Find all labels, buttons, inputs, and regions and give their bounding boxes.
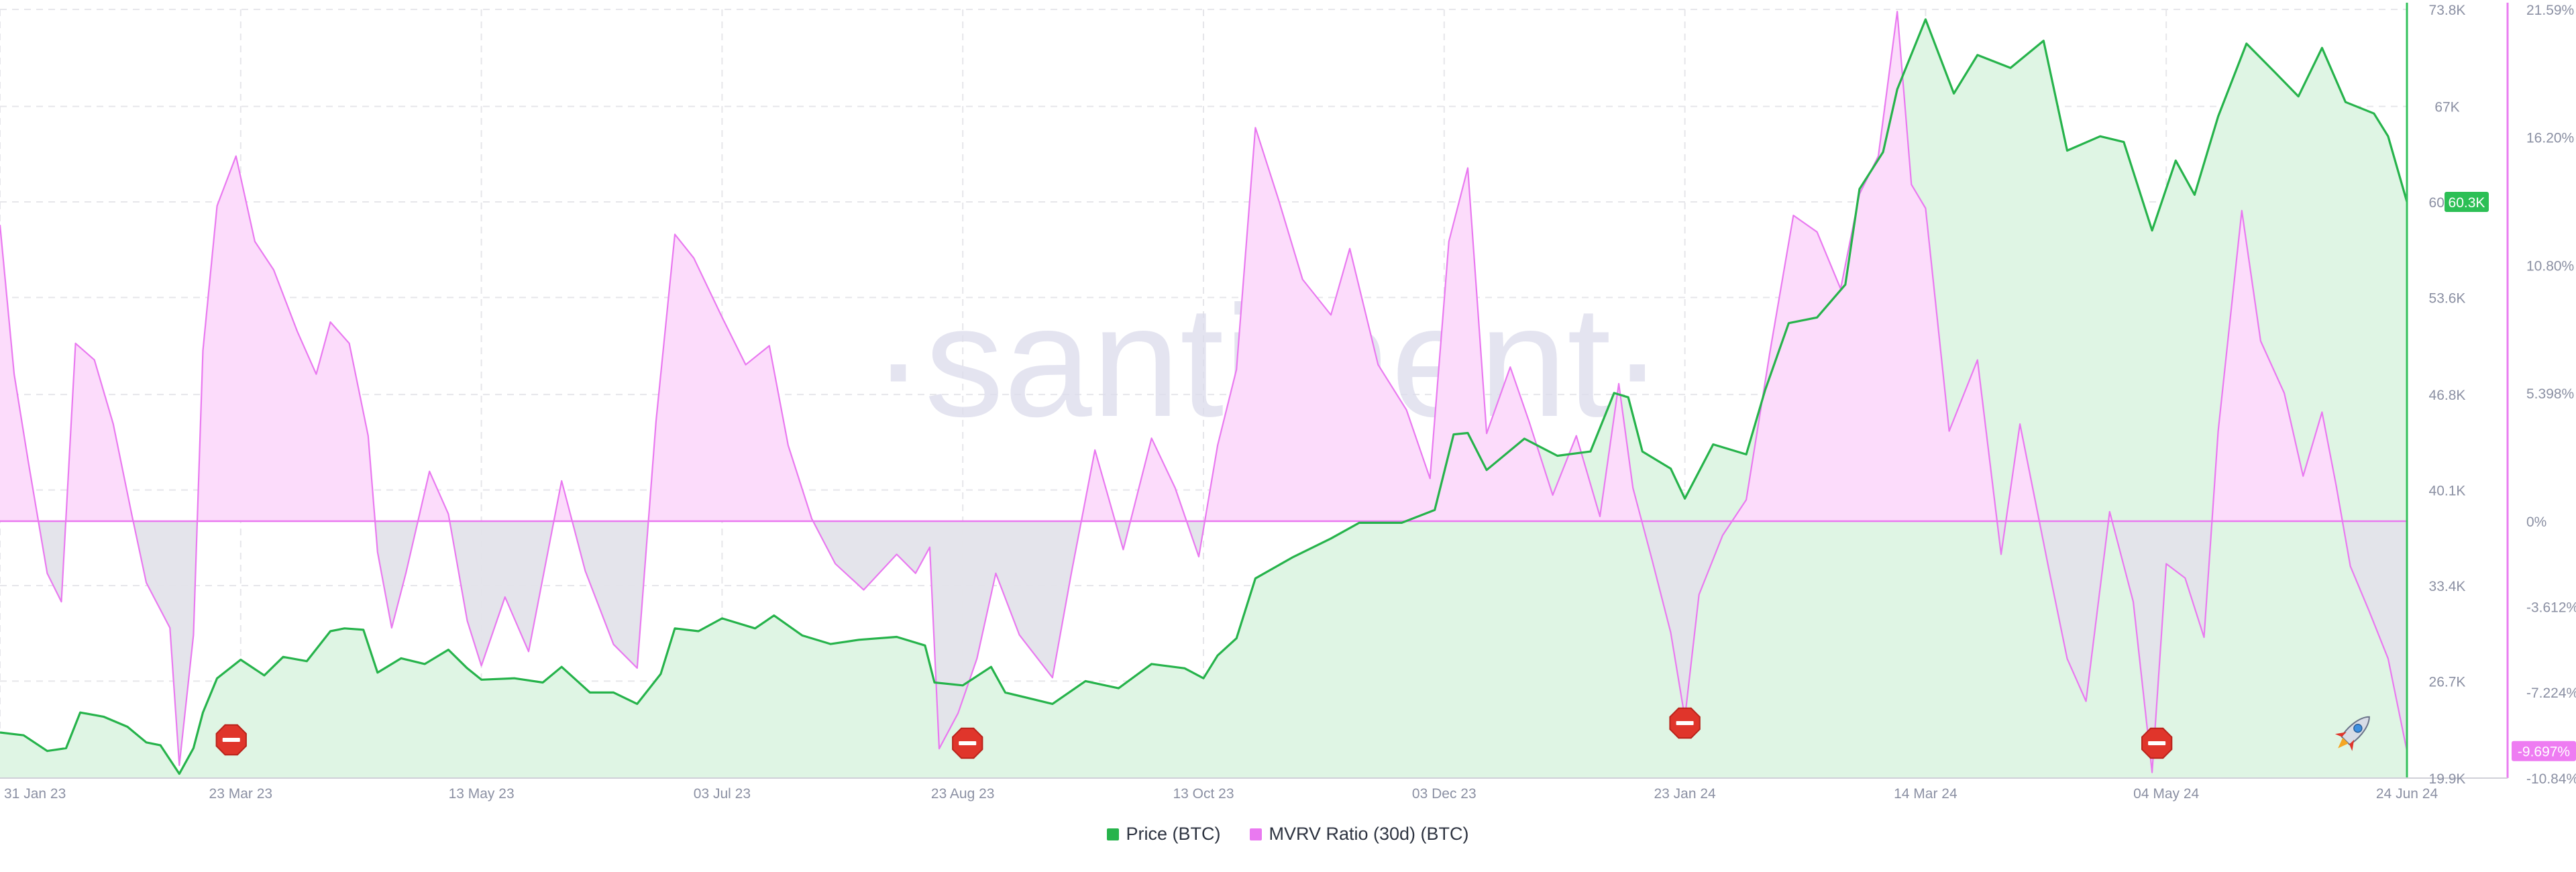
axes: 19.9K 26.7K 33.4K 40.1K 46.8K 53.6K 60.3K 67K 73… (0, 3, 2576, 802)
legend-label-mvrv: MVRV Ratio (30d) (BTC) (1269, 824, 1469, 844)
mvrv-area (0, 11, 2407, 773)
annotations (215, 707, 2370, 759)
price-line-group (0, 18, 2408, 775)
legend-label-price: Price (BTC) (1126, 824, 1221, 844)
price-tick-label: 73.8K (2429, 3, 2466, 18)
rocket-window (2353, 724, 2363, 733)
x-tick-label: 03 Dec 23 (1412, 786, 1477, 802)
price-tick-label: 40.1K (2429, 484, 2466, 499)
mvrv-tick-label: 21.59% (2526, 3, 2574, 18)
legend-item-mvrv[interactable]: MVRV Ratio (30d) (BTC) (1250, 824, 1469, 844)
x-tick-label: 13 Oct 23 (1173, 786, 1234, 802)
legend-item-price[interactable]: Price (BTC) (1107, 824, 1220, 844)
mvrv-tick-label: -3.612% (2526, 600, 2576, 616)
price-tick-label: 67K (2434, 100, 2459, 115)
mvrv-area-negative (38, 521, 2407, 773)
price-tick-label: 46.8K (2429, 388, 2466, 403)
legend: Price (BTC) MVRV Ratio (30d) (BTC) (0, 824, 2576, 844)
price-last-value-badge (2445, 192, 2489, 213)
x-tick-label: 23 Jan 24 (1654, 786, 1716, 802)
mvrv-tick-label: -7.224% (2526, 686, 2576, 701)
mvrv-tick-label: 0% (2526, 514, 2546, 530)
stop-sign-icon (215, 724, 247, 756)
stop-sign-icon (952, 727, 983, 759)
legend-swatch-mvrv (1250, 828, 1263, 840)
price-area (0, 19, 2407, 778)
stop-sign-bar (222, 738, 240, 742)
stop-sign-icon (1669, 707, 1701, 739)
stop-sign-icon (2141, 727, 2173, 759)
mvrv-line (0, 11, 2407, 773)
price-tick-label: 26.7K (2429, 674, 2466, 690)
x-tick-label: 13 May 23 (449, 786, 515, 802)
legend-swatch-price (1107, 828, 1120, 840)
rocket-fin-left (2334, 732, 2347, 737)
x-tick-label: 04 May 24 (2133, 786, 2199, 802)
stop-sign-bar (959, 741, 977, 745)
x-tick-label: 31 Jan 23 (4, 786, 66, 802)
price-area-fill (0, 19, 2407, 778)
mvrv-tick-label: -10.84% (2526, 771, 2576, 787)
mvrv-last-value-badge (2512, 741, 2576, 761)
price-tick-label: 33.4K (2429, 579, 2466, 594)
rocket-icon (2334, 716, 2370, 751)
mvrv-tick-label: 16.20% (2526, 130, 2574, 146)
x-tick-label: 14 Mar 24 (1894, 786, 1957, 802)
mvrv-tick-label: 5.398% (2526, 386, 2574, 402)
mvrv-tick-label: 10.80% (2526, 258, 2574, 274)
price-tick-label: 19.9K (2429, 771, 2466, 787)
mvrv-last-value-text: -9.697% (2518, 745, 2570, 760)
stop-sign-bar (2148, 741, 2166, 745)
rocket-fin-right (2349, 739, 2355, 751)
x-tick-label: 24 Jun 24 (2376, 786, 2438, 802)
stop-sign-bar (1676, 721, 1694, 725)
price-tick-label: 53.6K (2429, 290, 2466, 306)
mvrv-area-positive (0, 11, 2407, 521)
price-last-value-text: 60.3K (2449, 195, 2485, 211)
x-tick-label: 23 Mar 23 (209, 786, 273, 802)
x-tick-label: 23 Aug 23 (931, 786, 995, 802)
rocket-flame (2338, 737, 2349, 749)
price-line (0, 18, 2408, 775)
x-tick-label: 03 Jul 23 (694, 786, 751, 802)
